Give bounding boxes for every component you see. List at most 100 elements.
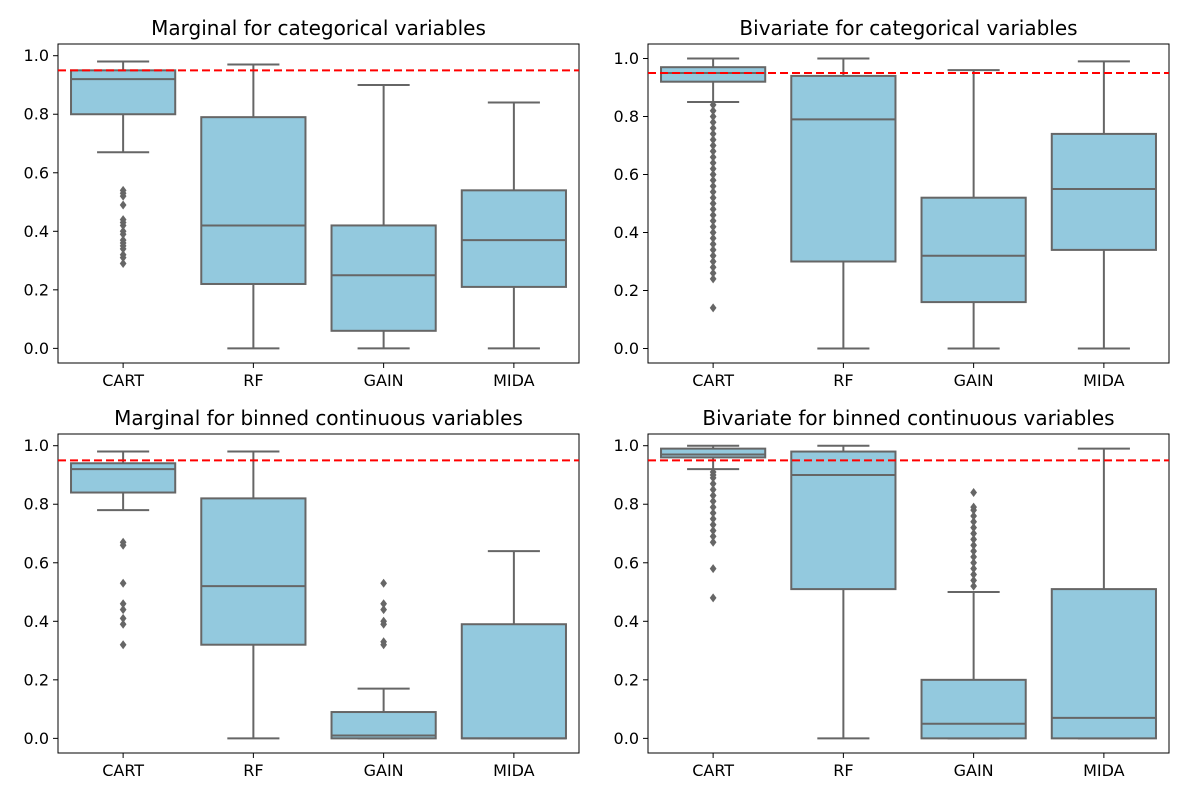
y-tick-label: 0.6: [24, 553, 49, 572]
outlier-point: [709, 175, 717, 185]
outlier-point: [709, 502, 717, 512]
x-tick-label: MIDA: [493, 761, 535, 780]
y-tick-label: 0.2: [24, 280, 49, 299]
outlier-point: [970, 552, 977, 562]
box-body: [200, 497, 307, 646]
outlier-point: [709, 262, 717, 272]
outlier-point: [970, 581, 977, 591]
panel-4: Bivariate for binned continuous variable…: [614, 406, 1170, 780]
axes-frame: [647, 433, 1170, 754]
outlier-point: [709, 467, 717, 477]
y-tick-label: 0.2: [614, 281, 639, 300]
outlier-point: [970, 575, 977, 585]
outlier-point: [709, 152, 717, 162]
outlier-point: [380, 637, 387, 647]
panel-title: Bivariate for categorical variables: [739, 16, 1077, 40]
outlier-point: [119, 200, 127, 210]
x-tick-label: MIDA: [1083, 371, 1125, 390]
outlier-point: [709, 526, 717, 536]
outlier-point: [709, 257, 717, 266]
outlier-point: [709, 228, 717, 237]
box-gain: [920, 488, 1027, 740]
outlier-point: [970, 523, 977, 533]
outlier-point: [709, 164, 717, 174]
outlier-point: [709, 216, 717, 226]
outlier-point: [970, 569, 977, 579]
outlier-point: [709, 531, 717, 541]
box-mida: [460, 101, 567, 350]
outlier-point: [970, 529, 977, 539]
outlier-point: [119, 619, 127, 629]
y-tick-label: 0.4: [614, 223, 639, 242]
outlier-point: [709, 106, 717, 116]
outlier-point: [709, 508, 717, 518]
outlier-point: [380, 616, 387, 626]
box-body: [920, 678, 1027, 740]
x-tick-label: RF: [833, 371, 853, 390]
outlier-point: [970, 546, 977, 556]
outlier-point: [970, 488, 977, 498]
outlier-point: [970, 534, 977, 544]
box-body: [790, 74, 897, 263]
outlier-point: [709, 112, 717, 121]
outlier-point: [119, 578, 127, 588]
outlier-point: [709, 593, 717, 603]
outlier-point: [709, 233, 717, 243]
outlier-point: [709, 204, 717, 214]
box-body: [920, 196, 1027, 304]
x-tick-label: GAIN: [954, 761, 994, 780]
outlier-point: [709, 274, 717, 284]
outlier-point: [119, 613, 127, 623]
outlier-point: [119, 235, 127, 245]
y-tick-label: 1.0: [24, 46, 49, 65]
outlier-point: [709, 222, 717, 232]
x-tick-label: MIDA: [1083, 761, 1125, 780]
outlier-point: [709, 199, 717, 208]
box-body: [660, 66, 767, 83]
x-tick-label: RF: [243, 371, 263, 390]
panel-2: Bivariate for categorical variables 0.0 0.…: [614, 16, 1170, 390]
panel-title: Bivariate for binned continuous variable…: [702, 406, 1114, 430]
outlier-point: [709, 141, 717, 150]
y-tick-label: 0.2: [614, 670, 639, 689]
outlier-point: [119, 537, 127, 547]
outlier-point: [119, 185, 127, 195]
y-tick-label: 0.4: [614, 612, 639, 631]
outlier-point: [709, 251, 717, 261]
box-cart: [70, 450, 177, 650]
outlier-point: [709, 514, 717, 524]
y-tick-label: 0.6: [614, 165, 639, 184]
y-tick-label: 1.0: [614, 49, 639, 68]
x-tick-label: GAIN: [364, 371, 404, 390]
outlier-point: [709, 239, 717, 249]
axes-frame: [647, 43, 1170, 364]
box-body: [70, 462, 177, 494]
x-tick-label: CART: [692, 761, 734, 780]
outlier-point: [970, 558, 977, 568]
outlier-point: [119, 640, 127, 650]
panel-1: Marginal for categorical variables 0.0 0.2…: [24, 16, 580, 390]
outlier-point: [380, 605, 387, 615]
outlier-point: [709, 268, 717, 278]
outlier-point: [970, 564, 977, 574]
outlier-point: [709, 210, 717, 220]
y-tick-label: 0.0: [24, 339, 49, 358]
box-gain: [330, 578, 437, 740]
outlier-point: [709, 181, 717, 191]
outlier-point: [709, 135, 717, 145]
outlier-point: [970, 517, 977, 527]
axes-frame: [57, 433, 580, 754]
box-cart: [70, 60, 177, 268]
box-body: [1050, 132, 1157, 251]
x-tick-label: RF: [243, 761, 263, 780]
outlier-point: [380, 599, 387, 609]
outlier-point: [709, 537, 717, 547]
y-tick-label: 0.8: [614, 495, 639, 514]
outlier-point: [709, 117, 717, 127]
outlier-point: [709, 100, 717, 110]
y-tick-label: 1.0: [614, 436, 639, 455]
box-mida: [1050, 60, 1157, 350]
outlier-point: [709, 123, 717, 133]
outlier-point: [970, 540, 977, 550]
